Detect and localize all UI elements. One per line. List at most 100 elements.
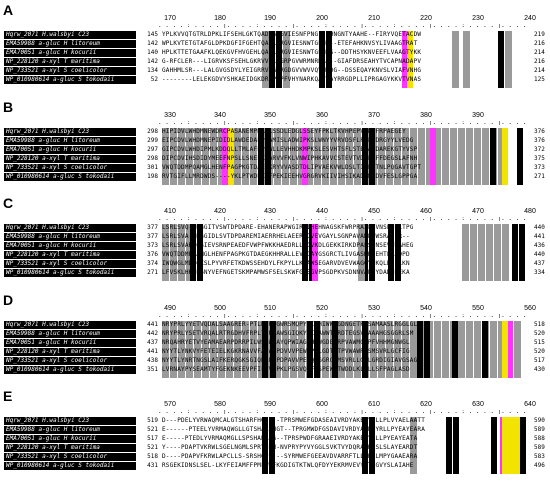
ruler-tick-label: 350: [264, 112, 276, 119]
sequence-row: EMA70051 a-gluc H kocurii 517 E-----PTEDLY…: [4, 435, 550, 444]
shaded-column: [319, 31, 325, 88]
shaded-column: [326, 31, 332, 88]
shaded-column: [482, 321, 488, 378]
ruler-tick-label: 610: [368, 401, 380, 408]
sequence-row: WP_010980614 a-gluc S tokodaii 431 RSGEKID…: [4, 462, 550, 471]
shaded-column: [458, 128, 465, 185]
sequence-residues: EIPCDVLWHDMNEPIDIDLAWDEDAPPEAMISLADWIPKS…: [162, 137, 414, 144]
start-position: 437: [147, 339, 158, 346]
ruler-tick-label: 430: [264, 208, 276, 215]
shaded-column: [418, 128, 425, 185]
ruler-tick-label: 170: [164, 15, 176, 22]
shaded-column: [322, 128, 329, 185]
end-position: 590: [534, 417, 545, 424]
sequence-name: EMA70051 a-gluc H kocurii: [4, 339, 136, 347]
start-position: 438: [147, 357, 158, 364]
shaded-column: [322, 321, 329, 378]
ruler-tick-label: 550: [472, 305, 484, 312]
shaded-column: [258, 128, 264, 185]
shaded-column: [262, 31, 269, 88]
ruler-tick-label: 570: [164, 401, 176, 408]
end-position: 440: [534, 251, 545, 258]
shaded-column: [386, 128, 393, 185]
shaded-column: [502, 417, 508, 474]
shaded-column: [402, 128, 409, 185]
ruler-tick-label: 200: [316, 15, 328, 22]
ruler-tick-label: 480: [524, 208, 536, 215]
shaded-column: [478, 224, 485, 281]
sequence-row: EMA70051 a-gluc H kocurii 140 HPLKTTETGAAF…: [4, 49, 550, 58]
sequence-name: WP_010980614 a-gluc S tokodaii: [4, 462, 136, 470]
end-position: 373: [534, 164, 545, 171]
shaded-column: [424, 321, 430, 378]
sequence-name: NP_228120 a-xyl T maritima: [4, 251, 136, 259]
panel-letter: E: [3, 388, 13, 404]
shaded-column: [218, 321, 225, 378]
sequence-row: EMA59988 a-gluc H litoreum 377 LSRLSVA-DRG…: [4, 233, 550, 242]
sequence-name: WP_010980614 a-gluc S tokodaii: [4, 269, 136, 277]
start-position: 441: [147, 321, 158, 328]
sequence-row: WP_010980614 a-gluc S tokodaii 271 LFVSKLH…: [4, 269, 550, 278]
sequence-row: NP_733521 a-xyl S coelicolor 438 NYYTLYNRT…: [4, 357, 550, 366]
shaded-column: [186, 128, 193, 185]
shaded-column: [258, 321, 265, 378]
sequence-name: EMA70051 a-gluc H kocurii: [4, 242, 136, 250]
shaded-column: [269, 417, 275, 474]
shaded-column: [369, 128, 375, 185]
sequence-name: NP_733521 a-xyl S coelicolor: [4, 453, 136, 461]
end-position: 589: [534, 426, 545, 433]
sequence-rows: Hqrw_2071 H.walsbyi C23 441 NRYPRLYYETVQDA…: [4, 321, 550, 375]
shaded-column: [463, 31, 470, 88]
sequence-residues: LFVSKLHHKPGNYVEFNGETSKMPAMWSFSELSKWFGLEG…: [162, 269, 410, 276]
shaded-column: [346, 128, 353, 185]
ruler-tick-label: 540: [420, 305, 432, 312]
shaded-column: [491, 417, 497, 474]
shaded-column: [162, 128, 169, 185]
shaded-column: [490, 321, 497, 378]
start-position: 142: [147, 58, 158, 65]
sequence-row: WP_010980614 a-gluc S tokodaii 351 LVRNAYP…: [4, 366, 550, 375]
ruler-tick-label: 620: [420, 401, 432, 408]
shaded-column: [502, 128, 508, 185]
sequence-row: NP_733521 a-xyl S coelicolor 374 IWQWGLMDP…: [4, 260, 550, 269]
start-position: 299: [147, 137, 158, 144]
sequence-residues: HIPIDVLWHDMNEWDRCPASANEMPRAPLSSDLEDGLSSE…: [162, 128, 406, 135]
sequence-name: Hqrw_2071 H.walsbyi C23: [4, 321, 136, 329]
end-position: 520: [534, 348, 545, 355]
sequence-rows: Hqrw_2071 H.walsbyi C23 519 D---PDELYVRWAQ…: [4, 417, 550, 471]
ruler-tick-label: 370: [368, 112, 380, 119]
sequence-row: EMA59988 a-gluc H litoreum 442 NRYPRLYSETV…: [4, 330, 550, 339]
ruler-tick-label: 390: [472, 112, 484, 119]
sequence-residues: E-----PTEDLYVRMAQMGLLSPSHARRHG--TPRSPWDF…: [162, 435, 418, 442]
shaded-column: [226, 321, 233, 378]
shaded-column: [430, 128, 436, 185]
shaded-column: [434, 321, 441, 378]
shaded-column: [514, 417, 520, 474]
shaded-column: [178, 224, 185, 281]
sequence-row: Hqrw_2071 H.walsbyi C23 298 HIPIDVLWHDMNEW…: [4, 128, 550, 137]
shaded-column: [362, 128, 368, 185]
shaded-column: [222, 128, 228, 185]
shaded-column: [298, 128, 305, 185]
sequence-residues: G-RFCLER---LIGRVKSFSEHLGKRVVDLGGRPGVWRMN…: [162, 58, 422, 65]
shaded-column: [274, 321, 281, 378]
shaded-column: [402, 31, 408, 88]
sequence-residues: Y----PDAPTVKRWLSGELNGMLSPRYHGW-NVPRYPYVY…: [162, 444, 418, 451]
start-position: 376: [147, 251, 158, 258]
sequence-residues: LSRLSVQ-DRGGITVSWTDPDARE-EHANERAPWGIRGIH…: [162, 224, 414, 231]
sequence-name: Hqrw_2071 H.walsbyi C23: [4, 417, 136, 425]
ruler-tick-label: 340: [214, 112, 226, 119]
end-position: 517: [534, 357, 545, 364]
sequence-row: EMA70051 a-gluc H kocurii 297 GIPCDVLWHDIP…: [4, 146, 550, 155]
end-position: 372: [534, 146, 545, 153]
shaded-column: [186, 224, 193, 281]
start-position: 271: [147, 269, 158, 276]
sequence-name: EMA70051 a-gluc H kocurii: [4, 146, 136, 154]
sequence-residues: YPLKVVQTGTRLDPKLIFSEHLGKTQADLGRGVIESNFPN…: [162, 31, 422, 38]
sequence-row: NP_228120 a-xyl T maritima 376 VWQTDDMPQAM…: [4, 251, 550, 260]
shaded-column: [417, 321, 423, 378]
shaded-column: [498, 128, 505, 185]
conservation-shading: [162, 31, 532, 88]
ruler-tick-label: 500: [214, 305, 226, 312]
shaded-column: [194, 321, 201, 378]
